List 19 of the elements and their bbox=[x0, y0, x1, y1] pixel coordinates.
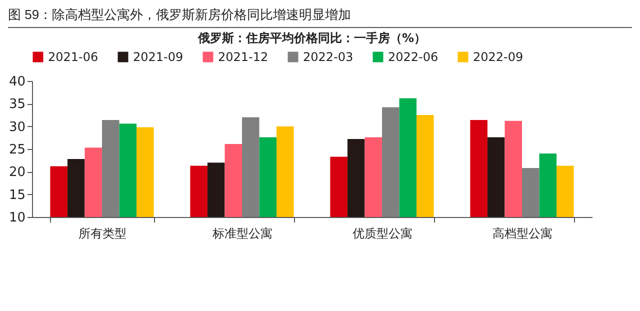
legend-label: 2021-09 bbox=[133, 50, 184, 64]
x-tick-label: 高档型公寓 bbox=[492, 226, 552, 240]
y-tick-label: 10 bbox=[8, 210, 26, 226]
x-tick-label: 所有类型 bbox=[78, 226, 126, 240]
x-tick-label: 标准型公寓 bbox=[212, 226, 272, 240]
legend-label: 2021-06 bbox=[48, 50, 98, 64]
legend-label: 2022-06 bbox=[388, 50, 438, 64]
y-tick-label: 20 bbox=[8, 165, 26, 180]
y-tick-label: 30 bbox=[8, 120, 26, 135]
y-tick-label: 40 bbox=[8, 74, 26, 90]
legend-label: 2022-03 bbox=[303, 50, 354, 64]
legend-label: 2021-12 bbox=[218, 50, 268, 64]
y-tick-label: 35 bbox=[8, 97, 26, 112]
y-tick-label: 25 bbox=[8, 142, 26, 158]
y-tick-label: 15 bbox=[8, 188, 26, 203]
chart-title: 图 59：除高档型公寓外，俄罗斯新房价格同比增速明显增加 bbox=[8, 6, 632, 28]
legend-label: 2022-09 bbox=[473, 50, 524, 64]
chart-subtitle: 俄罗斯：住房平均价格同比：一手房（%） bbox=[196, 31, 426, 45]
x-tick-label: 优质型公寓 bbox=[352, 226, 412, 240]
